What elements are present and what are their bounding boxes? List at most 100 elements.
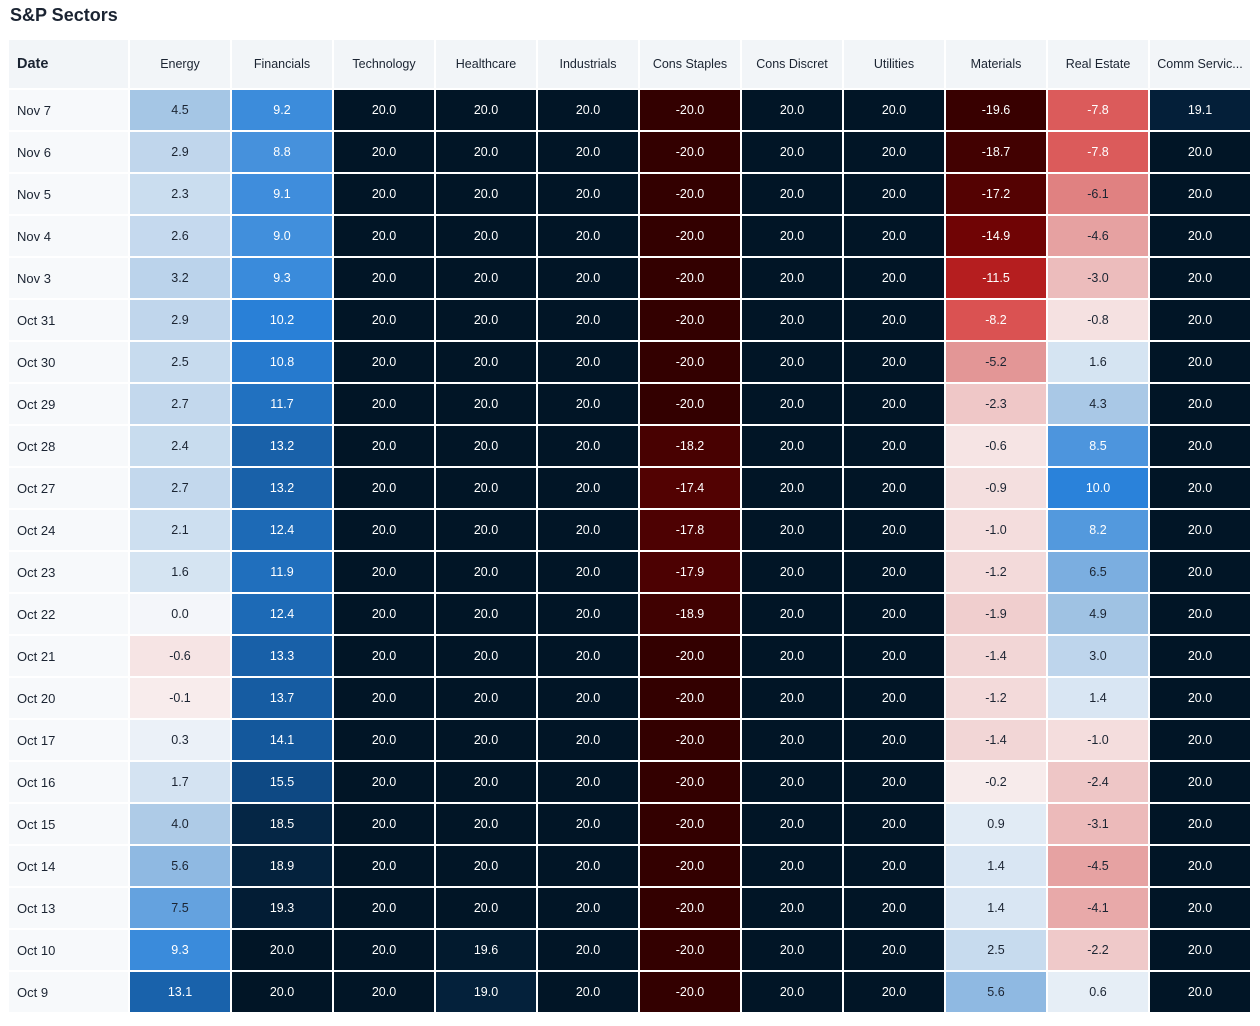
heatmap-cell[interactable]: -3.0 <box>1048 258 1148 298</box>
heatmap-cell[interactable]: 2.5 <box>130 342 230 382</box>
heatmap-cell[interactable]: -20.0 <box>640 678 740 718</box>
heatmap-cell[interactable]: 20.0 <box>1150 510 1250 550</box>
heatmap-cell[interactable]: 20.0 <box>742 972 842 1012</box>
heatmap-cell[interactable]: 9.3 <box>130 930 230 970</box>
column-header[interactable]: Healthcare <box>436 40 536 88</box>
heatmap-cell[interactable]: 20.0 <box>844 594 944 634</box>
heatmap-cell[interactable]: 20.0 <box>538 426 638 466</box>
heatmap-cell[interactable]: -2.3 <box>946 384 1046 424</box>
column-header[interactable]: Financials <box>232 40 332 88</box>
heatmap-cell[interactable]: 8.5 <box>1048 426 1148 466</box>
heatmap-cell[interactable]: 20.0 <box>538 510 638 550</box>
heatmap-cell[interactable]: 20.0 <box>334 90 434 130</box>
heatmap-cell[interactable]: 14.1 <box>232 720 332 760</box>
heatmap-cell[interactable]: 20.0 <box>436 720 536 760</box>
heatmap-cell[interactable]: 12.4 <box>232 510 332 550</box>
heatmap-cell[interactable]: -4.5 <box>1048 846 1148 886</box>
heatmap-cell[interactable]: -20.0 <box>640 930 740 970</box>
heatmap-cell[interactable]: 18.5 <box>232 804 332 844</box>
heatmap-cell[interactable]: -3.1 <box>1048 804 1148 844</box>
column-header[interactable]: Technology <box>334 40 434 88</box>
heatmap-cell[interactable]: 2.6 <box>130 216 230 256</box>
heatmap-cell[interactable]: 20.0 <box>1150 720 1250 760</box>
heatmap-cell[interactable]: 20.0 <box>334 762 434 802</box>
heatmap-cell[interactable]: 20.0 <box>436 90 536 130</box>
heatmap-cell[interactable]: 20.0 <box>1150 342 1250 382</box>
column-header[interactable]: Energy <box>130 40 230 88</box>
heatmap-cell[interactable]: 20.0 <box>1150 762 1250 802</box>
heatmap-cell[interactable]: 20.0 <box>742 384 842 424</box>
heatmap-cell[interactable]: -20.0 <box>640 342 740 382</box>
heatmap-cell[interactable]: 15.5 <box>232 762 332 802</box>
heatmap-cell[interactable]: 20.0 <box>538 972 638 1012</box>
heatmap-cell[interactable]: -17.4 <box>640 468 740 508</box>
heatmap-cell[interactable]: -0.8 <box>1048 300 1148 340</box>
heatmap-cell[interactable]: 0.6 <box>1048 972 1148 1012</box>
heatmap-cell[interactable]: -20.0 <box>640 384 740 424</box>
heatmap-cell[interactable]: 20.0 <box>334 720 434 760</box>
heatmap-cell[interactable]: -20.0 <box>640 804 740 844</box>
heatmap-cell[interactable]: 20.0 <box>844 300 944 340</box>
heatmap-cell[interactable]: -4.6 <box>1048 216 1148 256</box>
heatmap-cell[interactable]: 2.4 <box>130 426 230 466</box>
heatmap-cell[interactable]: -19.6 <box>946 90 1046 130</box>
heatmap-cell[interactable]: -18.2 <box>640 426 740 466</box>
heatmap-cell[interactable]: 20.0 <box>844 762 944 802</box>
heatmap-cell[interactable]: 1.7 <box>130 762 230 802</box>
heatmap-cell[interactable]: 20.0 <box>538 846 638 886</box>
heatmap-cell[interactable]: 20.0 <box>742 510 842 550</box>
heatmap-cell[interactable]: -0.1 <box>130 678 230 718</box>
heatmap-cell[interactable]: 2.1 <box>130 510 230 550</box>
heatmap-cell[interactable]: 8.8 <box>232 132 332 172</box>
heatmap-cell[interactable]: 20.0 <box>538 174 638 214</box>
heatmap-cell[interactable]: 2.7 <box>130 468 230 508</box>
heatmap-cell[interactable]: 20.0 <box>436 510 536 550</box>
heatmap-cell[interactable]: 20.0 <box>742 342 842 382</box>
heatmap-cell[interactable]: 20.0 <box>844 888 944 928</box>
heatmap-cell[interactable]: -17.2 <box>946 174 1046 214</box>
heatmap-cell[interactable]: 20.0 <box>436 300 536 340</box>
heatmap-cell[interactable]: 20.0 <box>1150 216 1250 256</box>
heatmap-cell[interactable]: 13.3 <box>232 636 332 676</box>
heatmap-cell[interactable]: 20.0 <box>844 216 944 256</box>
heatmap-cell[interactable]: 20.0 <box>1150 426 1250 466</box>
heatmap-cell[interactable]: 20.0 <box>436 174 536 214</box>
heatmap-cell[interactable]: 20.0 <box>538 804 638 844</box>
heatmap-cell[interactable]: 20.0 <box>436 384 536 424</box>
heatmap-cell[interactable]: 3.0 <box>1048 636 1148 676</box>
heatmap-cell[interactable]: 20.0 <box>844 90 944 130</box>
heatmap-cell[interactable]: 20.0 <box>742 846 842 886</box>
heatmap-cell[interactable]: 19.0 <box>436 972 536 1012</box>
heatmap-cell[interactable]: 1.4 <box>946 888 1046 928</box>
heatmap-cell[interactable]: 20.0 <box>436 762 536 802</box>
heatmap-cell[interactable]: 20.0 <box>1150 930 1250 970</box>
heatmap-cell[interactable]: 20.0 <box>1150 678 1250 718</box>
heatmap-cell[interactable]: -20.0 <box>640 888 740 928</box>
heatmap-cell[interactable]: -0.6 <box>946 426 1046 466</box>
heatmap-cell[interactable]: -7.8 <box>1048 132 1148 172</box>
heatmap-cell[interactable]: -1.2 <box>946 552 1046 592</box>
heatmap-cell[interactable]: 20.0 <box>742 594 842 634</box>
heatmap-cell[interactable]: 20.0 <box>742 678 842 718</box>
heatmap-cell[interactable]: 5.6 <box>130 846 230 886</box>
heatmap-cell[interactable]: 20.0 <box>844 846 944 886</box>
heatmap-cell[interactable]: 20.0 <box>1150 300 1250 340</box>
heatmap-cell[interactable]: 20.0 <box>436 426 536 466</box>
column-header[interactable]: Cons Discret <box>742 40 842 88</box>
heatmap-cell[interactable]: 20.0 <box>436 636 536 676</box>
heatmap-cell[interactable]: 20.0 <box>742 90 842 130</box>
heatmap-cell[interactable]: 20.0 <box>1150 468 1250 508</box>
heatmap-cell[interactable]: 20.0 <box>742 216 842 256</box>
heatmap-cell[interactable]: -11.5 <box>946 258 1046 298</box>
heatmap-cell[interactable]: -17.8 <box>640 510 740 550</box>
heatmap-cell[interactable]: 20.0 <box>742 804 842 844</box>
heatmap-cell[interactable]: 20.0 <box>538 342 638 382</box>
heatmap-cell[interactable]: 20.0 <box>334 930 434 970</box>
heatmap-cell[interactable]: 20.0 <box>538 90 638 130</box>
heatmap-cell[interactable]: -1.4 <box>946 636 1046 676</box>
heatmap-cell[interactable]: 19.6 <box>436 930 536 970</box>
heatmap-cell[interactable]: 20.0 <box>538 636 638 676</box>
heatmap-cell[interactable]: 20.0 <box>538 930 638 970</box>
heatmap-cell[interactable]: -1.4 <box>946 720 1046 760</box>
heatmap-cell[interactable]: 0.0 <box>130 594 230 634</box>
